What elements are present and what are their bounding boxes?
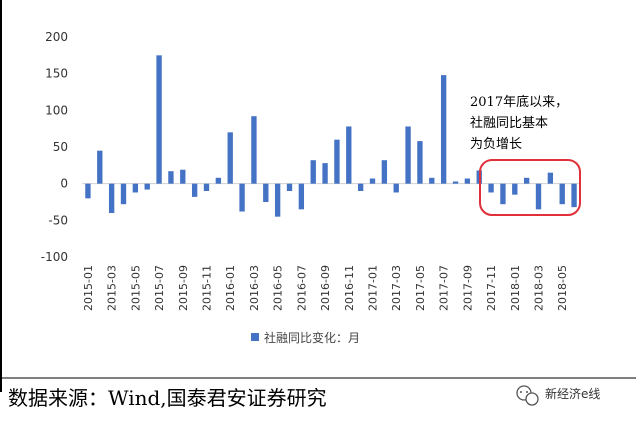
bar-2017-08 [452, 181, 459, 184]
bar-2016-09 [322, 163, 328, 184]
watermark: 新经济e线 [516, 385, 600, 406]
bar-2017-11 [488, 183, 494, 193]
bar-2018-03 [535, 183, 542, 210]
bar-2015-06 [144, 183, 150, 190]
x-tick-label: 2015-05 [129, 265, 142, 311]
bar-2015-08 [168, 171, 174, 184]
bar-2016-05 [274, 183, 281, 217]
y-tick-label: 150 [45, 67, 68, 81]
bar-2017-09 [464, 178, 471, 184]
x-tick-label: 2017-11 [485, 265, 498, 311]
bar-2016-12 [357, 183, 364, 191]
bar-2017-12 [500, 183, 506, 205]
bar-2016-02 [239, 183, 245, 212]
x-tick-label: 2016-01 [224, 265, 237, 311]
bar-2017-03 [393, 183, 399, 193]
bar-2016-08 [310, 160, 316, 184]
x-tick-label: 2016-07 [295, 265, 308, 311]
bar-2015-09 [180, 169, 186, 184]
bar-2015-03 [108, 183, 115, 213]
bar-2016-10 [334, 139, 340, 184]
legend: 社融同比变化：月 [251, 330, 360, 345]
bar-2016-07 [298, 183, 305, 210]
x-tick-label: 2017-07 [438, 265, 451, 311]
bar-2018-01 [512, 183, 518, 195]
bar-series [85, 55, 577, 217]
x-tick-label: 2018-05 [556, 265, 569, 311]
y-tick-label: 100 [45, 103, 68, 117]
bar-2015-12 [215, 177, 222, 184]
y-axis-tick-labels: -100 -50 0 50 100 150 200 [41, 30, 68, 264]
source-note: 数据来源：Wind,国泰君安证券研究 [8, 386, 327, 410]
x-tick-label: 2015-11 [201, 265, 214, 311]
bar-2017-05 [417, 141, 423, 184]
bar-2016-11 [346, 126, 352, 184]
y-tick-label: -100 [41, 250, 68, 264]
bar-2015-04 [120, 183, 127, 205]
x-tick-label: 2015-09 [177, 265, 190, 311]
bar-2016-04 [263, 183, 269, 202]
y-tick-label: 50 [53, 140, 68, 154]
bar-2016-06 [286, 183, 293, 191]
bar-2015-02 [97, 150, 103, 184]
annotation: 2017年底以来， 社融同比基本 为负增长 [470, 94, 581, 216]
x-tick-label: 2015-07 [153, 265, 166, 311]
bar-2018-04 [547, 172, 554, 184]
bar-2015-11 [203, 183, 210, 191]
x-tick-label: 2016-11 [343, 265, 356, 311]
bar-2015-10 [191, 183, 198, 197]
bar-2016-03 [251, 116, 257, 184]
x-tick-label: 2018-03 [533, 265, 546, 311]
legend-label: 社融同比变化：月 [264, 330, 360, 345]
bar-2015-05 [132, 183, 139, 193]
bar-2016-01 [227, 132, 233, 184]
x-tick-label: 2016-09 [319, 265, 332, 311]
x-tick-label: 2017-01 [367, 265, 380, 311]
y-tick-label: 200 [45, 30, 68, 44]
x-tick-label: 2015-03 [106, 265, 119, 311]
x-tick-label: 2017-03 [390, 265, 403, 311]
bar-2015-01 [85, 183, 91, 199]
legend-swatch [251, 333, 259, 341]
watermark-text: 新经济e线 [545, 386, 600, 401]
x-tick-label: 2017-09 [461, 265, 474, 311]
bar-2017-06 [429, 177, 435, 184]
bar-2018-02 [523, 177, 530, 184]
x-tick-label: 2017-05 [414, 265, 427, 311]
bar-2017-04 [405, 126, 411, 184]
x-tick-label: 2016-05 [272, 265, 285, 311]
y-tick-label: 0 [60, 177, 68, 191]
wechat-icon [516, 385, 539, 406]
annotation-line-2: 社融同比基本 [470, 115, 548, 131]
bar-2017-02 [381, 160, 388, 184]
highlight-box [479, 159, 581, 216]
x-tick-label: 2018-01 [509, 265, 522, 311]
x-axis-tick-labels: 2015-01 2015-03 2015-05 2015-07 2015-09 2015-… [82, 265, 569, 311]
bar-2018-05 [559, 183, 565, 205]
x-tick-label: 2016-03 [248, 265, 261, 311]
y-tick-label: -50 [48, 213, 68, 227]
bar-2015-07 [156, 55, 162, 184]
bar-2017-01 [369, 178, 376, 184]
annotation-line-3: 为负增长 [470, 137, 522, 152]
bar-2018-06 [571, 183, 577, 208]
annotation-line-1: 2017年底以来， [470, 94, 568, 110]
x-tick-label: 2015-01 [82, 265, 95, 311]
bar-2017-07 [440, 75, 447, 184]
